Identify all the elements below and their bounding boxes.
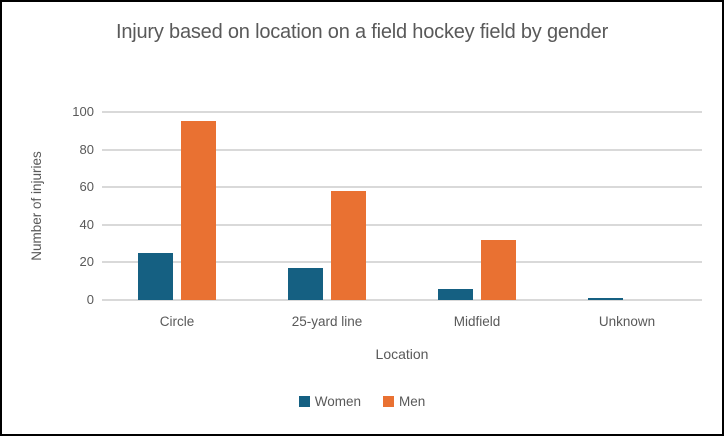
x-axis-title: Location — [375, 346, 429, 362]
legend-label-women: Women — [314, 394, 361, 409]
bar-women-unknown[interactable] — [588, 298, 623, 300]
gridline-0 — [102, 299, 702, 301]
legend-label-men: Men — [399, 394, 426, 409]
gridline-20 — [102, 261, 702, 264]
y-tick-label-40: 40 — [79, 216, 94, 232]
bar-women-midfield[interactable] — [438, 288, 473, 300]
y-tick-label-20: 20 — [79, 254, 94, 270]
legend: Women Men — [2, 394, 722, 409]
y-tick-label-0: 0 — [86, 292, 94, 307]
legend-item-women[interactable]: Women — [298, 394, 361, 409]
x-category-label-circle: Circle — [159, 314, 195, 329]
bar-men-25-yard-line[interactable] — [331, 190, 366, 300]
chart-title: Injury based on location on a field hock… — [115, 21, 609, 43]
x-category-label-unknown: Unknown — [598, 314, 656, 329]
gridline-100 — [102, 111, 702, 113]
legend-item-men[interactable]: Men — [383, 394, 425, 409]
plot-area — [102, 111, 702, 301]
y-tick-label-60: 60 — [79, 179, 94, 195]
legend-swatch-women — [298, 396, 310, 407]
gridline-60 — [102, 186, 702, 189]
bar-women-25-yard-line[interactable] — [288, 268, 323, 300]
x-category-label-midfield: Midfield — [453, 314, 501, 329]
bar-women-circle[interactable] — [138, 253, 173, 300]
y-tick-label-100: 100 — [72, 104, 94, 119]
gridline-40 — [102, 223, 702, 226]
y-tick-label-80: 80 — [79, 141, 94, 157]
gridline-80 — [102, 148, 702, 151]
bar-men-midfield[interactable] — [481, 239, 516, 300]
legend-swatch-men — [383, 396, 394, 407]
x-category-label-25-yard-line: 25-yard line — [291, 314, 363, 329]
bar-men-circle[interactable] — [181, 121, 216, 300]
